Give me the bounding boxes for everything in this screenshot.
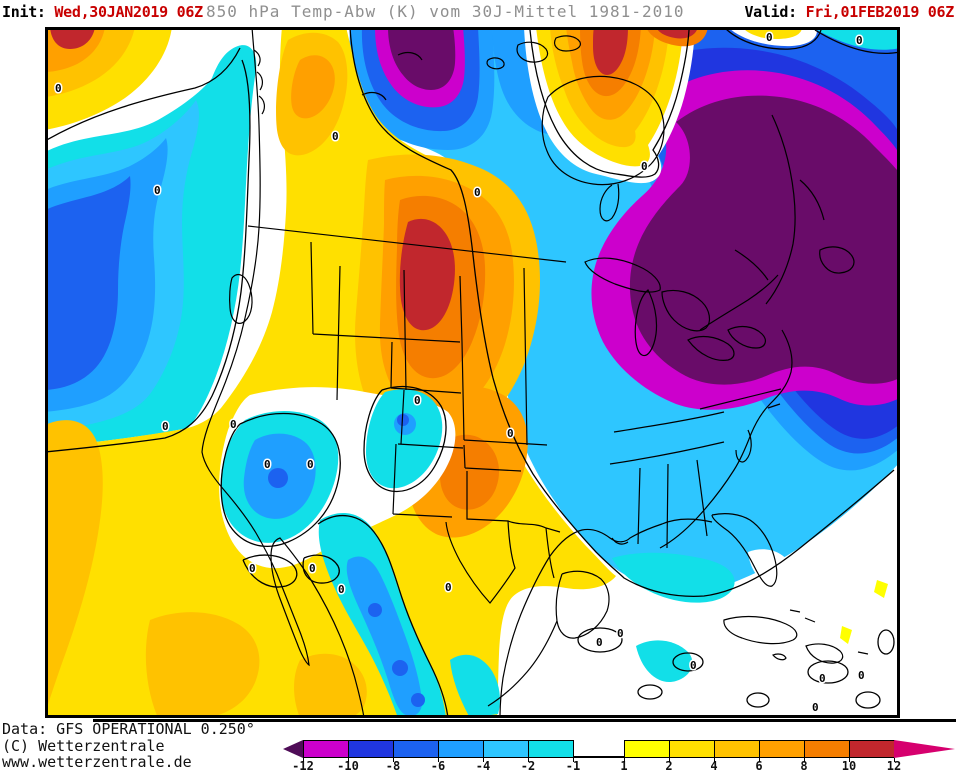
footer-credits: Data: GFS OPERATIONAL 0.250° (C) Wetterze… <box>2 721 255 770</box>
colorbar-tick <box>393 740 394 762</box>
svg-text:0: 0 <box>249 562 256 575</box>
colorbar-tick <box>348 740 349 762</box>
init-label: Init: <box>2 3 46 21</box>
colorbar-segment <box>624 740 670 758</box>
svg-text:0: 0 <box>162 420 169 433</box>
init-value: Wed,30JAN2019 06Z <box>45 3 203 21</box>
svg-text:0: 0 <box>230 418 237 431</box>
svg-text:0: 0 <box>690 659 697 672</box>
svg-text:0: 0 <box>307 458 314 471</box>
colorbar-tick <box>849 740 850 762</box>
colorbar-segment <box>759 740 805 758</box>
pacific-cold-pool <box>48 45 257 448</box>
svg-text:0: 0 <box>858 669 865 682</box>
topleft-warm-wedge <box>48 30 172 130</box>
topright-bands <box>731 30 897 50</box>
svg-text:0: 0 <box>474 186 481 199</box>
gulf-cold-arms <box>612 549 888 683</box>
northwest-cold-core <box>349 30 495 150</box>
colorbar-tick <box>624 740 625 762</box>
svg-text:0: 0 <box>766 31 773 44</box>
colorbar-tick <box>483 740 484 762</box>
colorbar-segment <box>393 740 439 758</box>
colorbar-tick <box>804 740 805 762</box>
footer-separator <box>93 719 956 722</box>
init-time: Init: Wed,30JAN2019 06Z <box>2 3 203 21</box>
svg-text:0: 0 <box>445 581 452 594</box>
colorbar-tick <box>669 740 670 762</box>
svg-text:0: 0 <box>55 82 62 95</box>
colorbar-tick-label: 10 <box>841 759 857 770</box>
colorbar-segment <box>669 740 715 758</box>
colorbar-tick <box>303 740 304 762</box>
zero-contours <box>48 30 897 715</box>
svg-text:0: 0 <box>338 583 345 596</box>
colorbar-tick-label: -1 <box>565 759 581 770</box>
colorbar-segment <box>438 740 484 758</box>
colorbar-right-arrow <box>894 740 955 758</box>
svg-text:0: 0 <box>154 184 161 197</box>
colorbar-tick-label: -8 <box>385 759 401 770</box>
colorbar-baseline <box>573 756 624 758</box>
svg-text:0: 0 <box>264 458 271 471</box>
colorbar-tick-label: 2 <box>665 759 673 770</box>
svg-text:0: 0 <box>596 636 603 649</box>
svg-text:0: 0 <box>819 672 826 685</box>
colorbar-left-arrow <box>283 740 303 758</box>
colorbar: -12 -10 -8 -6 -4 -2 -1 1 2 4 6 8 10 12 <box>283 740 955 770</box>
colorbar-tick-label: -6 <box>430 759 446 770</box>
svg-text:0: 0 <box>856 34 863 47</box>
warm-region-west <box>48 30 616 715</box>
colorbar-tick-label: 4 <box>710 759 718 770</box>
valid-value: Fri,01FEB2019 06Z <box>796 3 955 21</box>
svg-text:0: 0 <box>414 394 421 407</box>
colorbar-tick <box>714 740 715 762</box>
colorbar-bar: -12 -10 -8 -6 -4 -2 -1 1 2 4 6 8 10 12 <box>283 740 955 770</box>
contour-zero-labels: 0 0 0 0 0 0 0 0 0 0 0 0 0 0 0 0 0 0 0 0 <box>54 30 867 715</box>
colorbar-segment <box>804 740 850 758</box>
copyright: (C) Wetterzentrale <box>2 736 165 755</box>
colorbar-tick-label: -12 <box>292 759 314 770</box>
weather-map: 0 0 0 0 0 0 0 0 0 0 0 0 0 0 0 0 0 0 0 0 <box>45 27 900 718</box>
colorbar-tick-label: -2 <box>520 759 536 770</box>
colorbar-tick-label: 1 <box>620 759 628 770</box>
coastlines-borders <box>201 30 869 715</box>
colorbar-segment <box>348 740 394 758</box>
colorbar-tick-label: 12 <box>886 759 902 770</box>
colorbar-tick <box>438 740 439 762</box>
colorbar-tick-label: -4 <box>475 759 491 770</box>
svg-text:0: 0 <box>617 627 624 640</box>
colorbar-tick <box>573 740 574 762</box>
northeast-cold-field <box>359 30 897 592</box>
svg-text:0: 0 <box>507 427 514 440</box>
colorbar-tick-label: 6 <box>755 759 763 770</box>
colorbar-segment <box>483 740 529 758</box>
colorbar-segment <box>528 740 574 758</box>
anomaly-map-svg: 0 0 0 0 0 0 0 0 0 0 0 0 0 0 0 0 0 0 0 0 <box>48 30 897 715</box>
colorbar-tick-label: -10 <box>337 759 359 770</box>
arctic-warm-island <box>524 30 708 183</box>
southwest-white-zone <box>219 387 456 569</box>
svg-text:0: 0 <box>332 130 339 143</box>
colorbar-tick <box>528 740 529 762</box>
data-source: Data: GFS OPERATIONAL 0.250° <box>2 720 255 738</box>
colorbar-tick <box>759 740 760 762</box>
svg-text:0: 0 <box>812 701 819 714</box>
colorbar-segment <box>714 740 760 758</box>
colorbar-segment <box>303 740 349 758</box>
colorbar-segment <box>849 740 895 758</box>
website-url: www.wetterzentrale.de <box>2 753 192 770</box>
valid-label: Valid: <box>744 3 797 21</box>
svg-text:0: 0 <box>641 160 648 173</box>
svg-text:0: 0 <box>309 562 316 575</box>
map-title: 850 hPa Temp-Abw (K) vom 30J-Mittel 1981… <box>206 2 685 21</box>
colorbar-tick-label: 8 <box>800 759 808 770</box>
valid-time: Valid: Fri,01FEB2019 06Z <box>744 3 954 21</box>
mexico-cold-streak <box>318 513 500 715</box>
